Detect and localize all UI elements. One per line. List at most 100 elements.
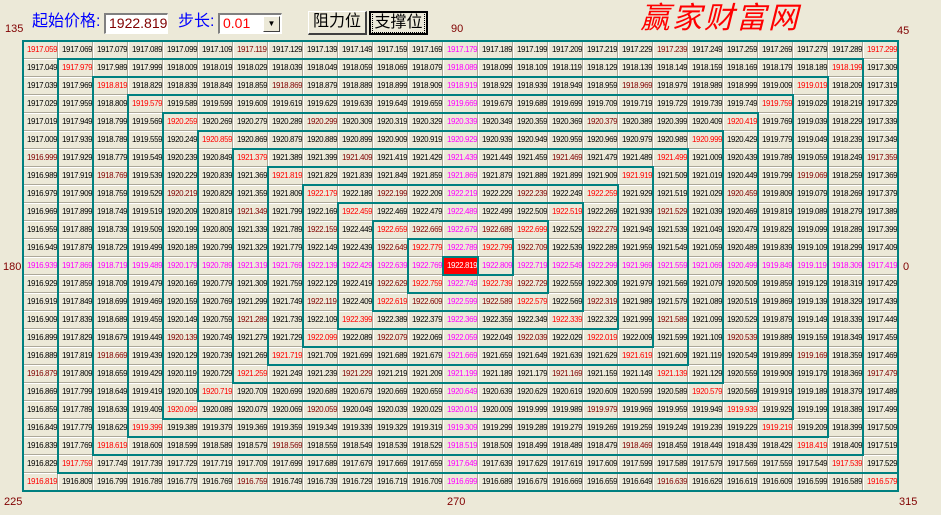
price-cell: 1917.3999 bbox=[863, 221, 898, 239]
start-price-input[interactable]: 1922.8199 bbox=[104, 13, 168, 34]
price-cell: 1920.9199 bbox=[408, 131, 443, 149]
spiral-line bbox=[547, 310, 584, 312]
price-cell: 1917.8099 bbox=[58, 365, 93, 383]
spiral-line bbox=[757, 238, 759, 258]
price-cell: 1917.3599 bbox=[863, 149, 898, 167]
price-cell: 1922.3699 bbox=[443, 311, 478, 329]
price-cell: 1920.8299 bbox=[198, 185, 233, 203]
price-cell: 1921.4199 bbox=[373, 149, 408, 167]
spiral-line bbox=[512, 238, 514, 258]
spiral-line bbox=[267, 310, 269, 330]
price-cell: 1921.7199 bbox=[268, 347, 303, 365]
price-cell: 1922.3899 bbox=[373, 311, 408, 329]
price-cell: 1920.2399 bbox=[163, 149, 198, 167]
price-cell: 1919.8199 bbox=[758, 203, 793, 221]
price-cell: 1918.0199 bbox=[198, 59, 233, 77]
price-cell: 1920.5399 bbox=[723, 329, 758, 347]
spiral-line bbox=[197, 166, 199, 186]
spiral-line bbox=[722, 184, 724, 204]
price-cell: 1917.9199 bbox=[58, 167, 93, 185]
spiral-line bbox=[827, 454, 864, 456]
price-cell: 1919.1899 bbox=[793, 383, 828, 401]
price-cell: 1918.5099 bbox=[478, 437, 513, 455]
price-cell: 1917.8799 bbox=[58, 239, 93, 257]
price-cell: 1919.9499 bbox=[688, 401, 723, 419]
price-cell: 1921.1099 bbox=[688, 329, 723, 347]
price-cell: 1917.7499 bbox=[93, 455, 128, 473]
step-select[interactable]: 0.01 ▼ bbox=[218, 13, 282, 34]
spiral-line bbox=[652, 310, 654, 330]
spiral-line bbox=[862, 310, 864, 330]
price-cell: 1918.4099 bbox=[828, 437, 863, 455]
spiral-line bbox=[687, 166, 689, 186]
price-cell: 1919.6299 bbox=[303, 95, 338, 113]
spiral-line bbox=[652, 238, 654, 258]
spiral-line bbox=[57, 274, 59, 294]
spiral-line bbox=[337, 256, 339, 276]
resistance-button[interactable]: 阻力位 bbox=[308, 11, 367, 35]
price-cell: 1918.1299 bbox=[583, 59, 618, 77]
price-cell: 1922.5599 bbox=[548, 275, 583, 293]
price-cell: 1919.5199 bbox=[128, 203, 163, 221]
spiral-line bbox=[197, 58, 234, 60]
spiral-line bbox=[512, 472, 549, 474]
spiral-line bbox=[757, 292, 759, 312]
price-cell: 1918.4399 bbox=[723, 437, 758, 455]
price-cell: 1918.1199 bbox=[548, 59, 583, 77]
price-cell: 1917.7899 bbox=[58, 401, 93, 419]
spiral-line bbox=[92, 256, 94, 276]
spiral-line bbox=[722, 256, 724, 276]
price-cell: 1922.0899 bbox=[338, 329, 373, 347]
price-cell: 1921.5899 bbox=[653, 311, 688, 329]
spiral-line bbox=[722, 76, 759, 78]
spiral-line bbox=[792, 436, 829, 438]
price-cell: 1919.8899 bbox=[758, 329, 793, 347]
price-cell: 1921.1299 bbox=[688, 365, 723, 383]
price-cell: 1919.7399 bbox=[688, 95, 723, 113]
spiral-line bbox=[827, 238, 829, 258]
price-cell: 1916.6599 bbox=[583, 473, 618, 491]
price-cell: 1918.8199 bbox=[93, 77, 128, 95]
price-cell: 1920.5199 bbox=[723, 293, 758, 311]
price-cell: 1917.9799 bbox=[58, 59, 93, 77]
price-cell: 1921.1699 bbox=[548, 365, 583, 383]
spiral-line bbox=[127, 58, 164, 60]
spiral-line bbox=[827, 418, 829, 438]
spiral-line bbox=[372, 436, 409, 438]
spiral-line bbox=[652, 130, 689, 132]
price-cell: 1917.1799 bbox=[443, 41, 478, 59]
price-cell: 1918.0599 bbox=[338, 59, 373, 77]
price-cell: 1921.7399 bbox=[268, 311, 303, 329]
price-cell: 1918.0499 bbox=[303, 59, 338, 77]
spiral-line bbox=[477, 310, 514, 312]
spiral-line bbox=[757, 148, 759, 168]
price-cell: 1917.9299 bbox=[58, 149, 93, 167]
price-cell: 1917.2599 bbox=[723, 41, 758, 59]
price-cell: 1921.7899 bbox=[268, 221, 303, 239]
spiral-line bbox=[477, 346, 514, 348]
spiral-line bbox=[407, 436, 444, 438]
spiral-line bbox=[232, 454, 269, 456]
price-cell: 1920.1299 bbox=[163, 347, 198, 365]
price-cell: 1918.6299 bbox=[93, 419, 128, 437]
spiral-line bbox=[442, 184, 479, 186]
spiral-line bbox=[512, 382, 549, 384]
spiral-line bbox=[722, 454, 759, 456]
spiral-line bbox=[337, 130, 374, 132]
spiral-line bbox=[372, 58, 409, 60]
chevron-down-icon[interactable]: ▼ bbox=[263, 16, 280, 32]
price-cell: 1922.2799 bbox=[583, 221, 618, 239]
price-cell: 1918.7899 bbox=[93, 131, 128, 149]
price-cell: 1919.9899 bbox=[548, 401, 583, 419]
support-button[interactable]: 支撑位 bbox=[369, 11, 428, 35]
price-cell: 1919.6099 bbox=[233, 95, 268, 113]
spiral-line bbox=[547, 130, 584, 132]
spiral-line bbox=[407, 202, 444, 204]
spiral-line bbox=[302, 184, 304, 204]
spiral-line bbox=[722, 130, 724, 150]
price-cell: 1920.6999 bbox=[268, 383, 303, 401]
price-cell: 1920.7299 bbox=[198, 365, 233, 383]
price-cell: 1917.6599 bbox=[408, 455, 443, 473]
spiral-line bbox=[267, 202, 269, 222]
spiral-line bbox=[547, 94, 584, 96]
